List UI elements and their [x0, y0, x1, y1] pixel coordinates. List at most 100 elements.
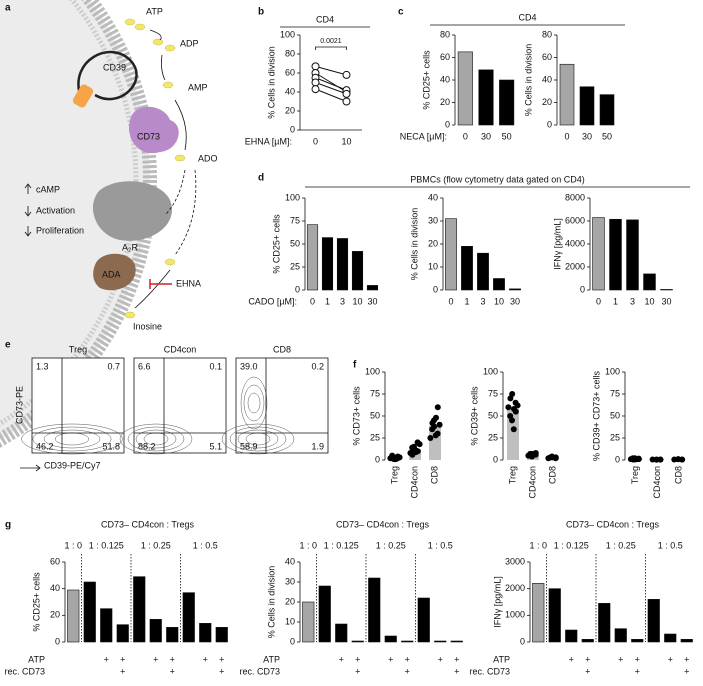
group-label: 1 : 0.125: [89, 540, 124, 550]
chart-title: CD4: [316, 14, 334, 24]
y-axis-label: % Cells in division: [523, 44, 533, 117]
contour: [240, 376, 268, 430]
y-tick-label: 80: [542, 29, 552, 39]
group-label: 1 : 0.125: [324, 540, 359, 550]
y-tick-label: 40: [50, 583, 60, 593]
row-mark: +: [635, 666, 640, 676]
x-tick-label: Treg: [507, 466, 517, 484]
group-label: 1 : 0.25: [141, 540, 171, 550]
bar: [149, 619, 162, 643]
group-label: 1 : 0.5: [193, 540, 218, 550]
pair-line: [315, 77, 347, 91]
dot: [412, 447, 419, 454]
y-axis-label: % CD25+ cells: [271, 214, 281, 274]
diagram-label: A₂R: [122, 242, 138, 252]
x-tick-label: 0: [463, 131, 468, 141]
bilayer-inner: [0, 0, 139, 427]
x-tick-label: 0: [564, 131, 569, 141]
x-tick-label: 0: [596, 296, 601, 306]
contour: [119, 423, 193, 455]
y-tick-label: 0: [55, 636, 60, 646]
y-tick-label: 2000: [565, 261, 585, 271]
group-label: 1 : 0.125: [554, 540, 589, 550]
dot: [679, 456, 686, 463]
y-tick-label: 0: [445, 119, 450, 129]
contour: [237, 429, 279, 449]
y-tick-label: 60: [50, 556, 60, 566]
x-tick-label: 0: [313, 136, 318, 146]
dot: [434, 404, 441, 411]
row-mark: +: [219, 654, 224, 664]
y-tick-label: 75: [370, 388, 380, 398]
bar: [614, 628, 627, 643]
bar: [660, 289, 673, 291]
bar: [351, 640, 364, 643]
row-mark: +: [454, 666, 459, 676]
y-tick-label: 40: [285, 556, 295, 566]
bar: [133, 576, 146, 643]
y-axis-label: % CD73+ cells: [351, 386, 361, 446]
quadrant-value: 0.1: [209, 361, 222, 371]
panel-letter: d: [258, 173, 264, 184]
bar: [647, 599, 660, 643]
x-tick-label: CD8: [429, 466, 439, 484]
y-tick-label: 100: [285, 192, 300, 202]
bar: [609, 218, 622, 291]
y-tick-label: 50: [290, 238, 300, 248]
ada-shape: [93, 253, 136, 291]
contour: [247, 392, 261, 414]
bar: [477, 252, 489, 291]
x-tick-label: 10: [352, 296, 362, 306]
y-tick-label: 75: [610, 388, 620, 398]
membrane-art: [0, 0, 197, 448]
molecule: [134, 23, 146, 31]
chart-title: CD73– CD4con : Tregs: [566, 519, 660, 529]
molecule: [124, 311, 136, 319]
y-tick-label: 50: [370, 410, 380, 420]
p-bracket: [315, 46, 347, 50]
y-tick-label: 0: [290, 124, 295, 134]
y-tick-label: 100: [365, 366, 380, 376]
bar: [461, 246, 473, 291]
y-tick-label: 8000: [565, 192, 585, 202]
dot: [429, 420, 436, 427]
x-tick-label: 0: [448, 296, 453, 306]
cd39-loop: [77, 50, 138, 101]
group-label: 1 : 0: [64, 540, 82, 550]
bar: [631, 639, 644, 643]
dot: [436, 421, 443, 428]
y-tick-label: 60: [440, 52, 450, 62]
dot: [552, 455, 559, 462]
y-axis-label: % CD25+ cells: [421, 50, 431, 110]
dot: [547, 454, 554, 461]
diagram-label: Proliferation: [36, 225, 84, 235]
dot: [510, 426, 517, 433]
row-mark: +: [438, 654, 443, 664]
y-tick-label: 20: [285, 105, 295, 115]
contour: [221, 423, 295, 455]
y-tick-label: 20: [542, 97, 552, 107]
y-tick-label: 100: [280, 29, 295, 39]
y-tick-label: 20: [285, 596, 295, 606]
row-label: ATP: [263, 654, 280, 664]
panel-letter: a: [5, 3, 11, 14]
bar: [565, 629, 578, 643]
bar: [302, 601, 315, 643]
row-mark: +: [569, 654, 574, 664]
point: [311, 62, 320, 71]
y-tick-label: 30: [285, 576, 295, 586]
contour: [243, 384, 265, 422]
x-tick-label: 30: [510, 296, 520, 306]
flow-title: Treg: [69, 344, 87, 354]
panel-letter: f: [353, 360, 357, 371]
group-label: 1 : 0: [529, 540, 547, 550]
x-tick-label: 3: [480, 296, 485, 306]
cell-interior: [0, 0, 150, 440]
row-label: rec. CD73: [4, 666, 45, 676]
x-tick-label: Treg: [630, 466, 640, 484]
x-tick-label: CD8: [547, 466, 557, 484]
x-axis-label: EHNA [µM]:: [245, 136, 292, 146]
y-tick-label: 0: [493, 454, 498, 464]
row-mark: +: [684, 654, 689, 664]
bar: [579, 86, 595, 126]
